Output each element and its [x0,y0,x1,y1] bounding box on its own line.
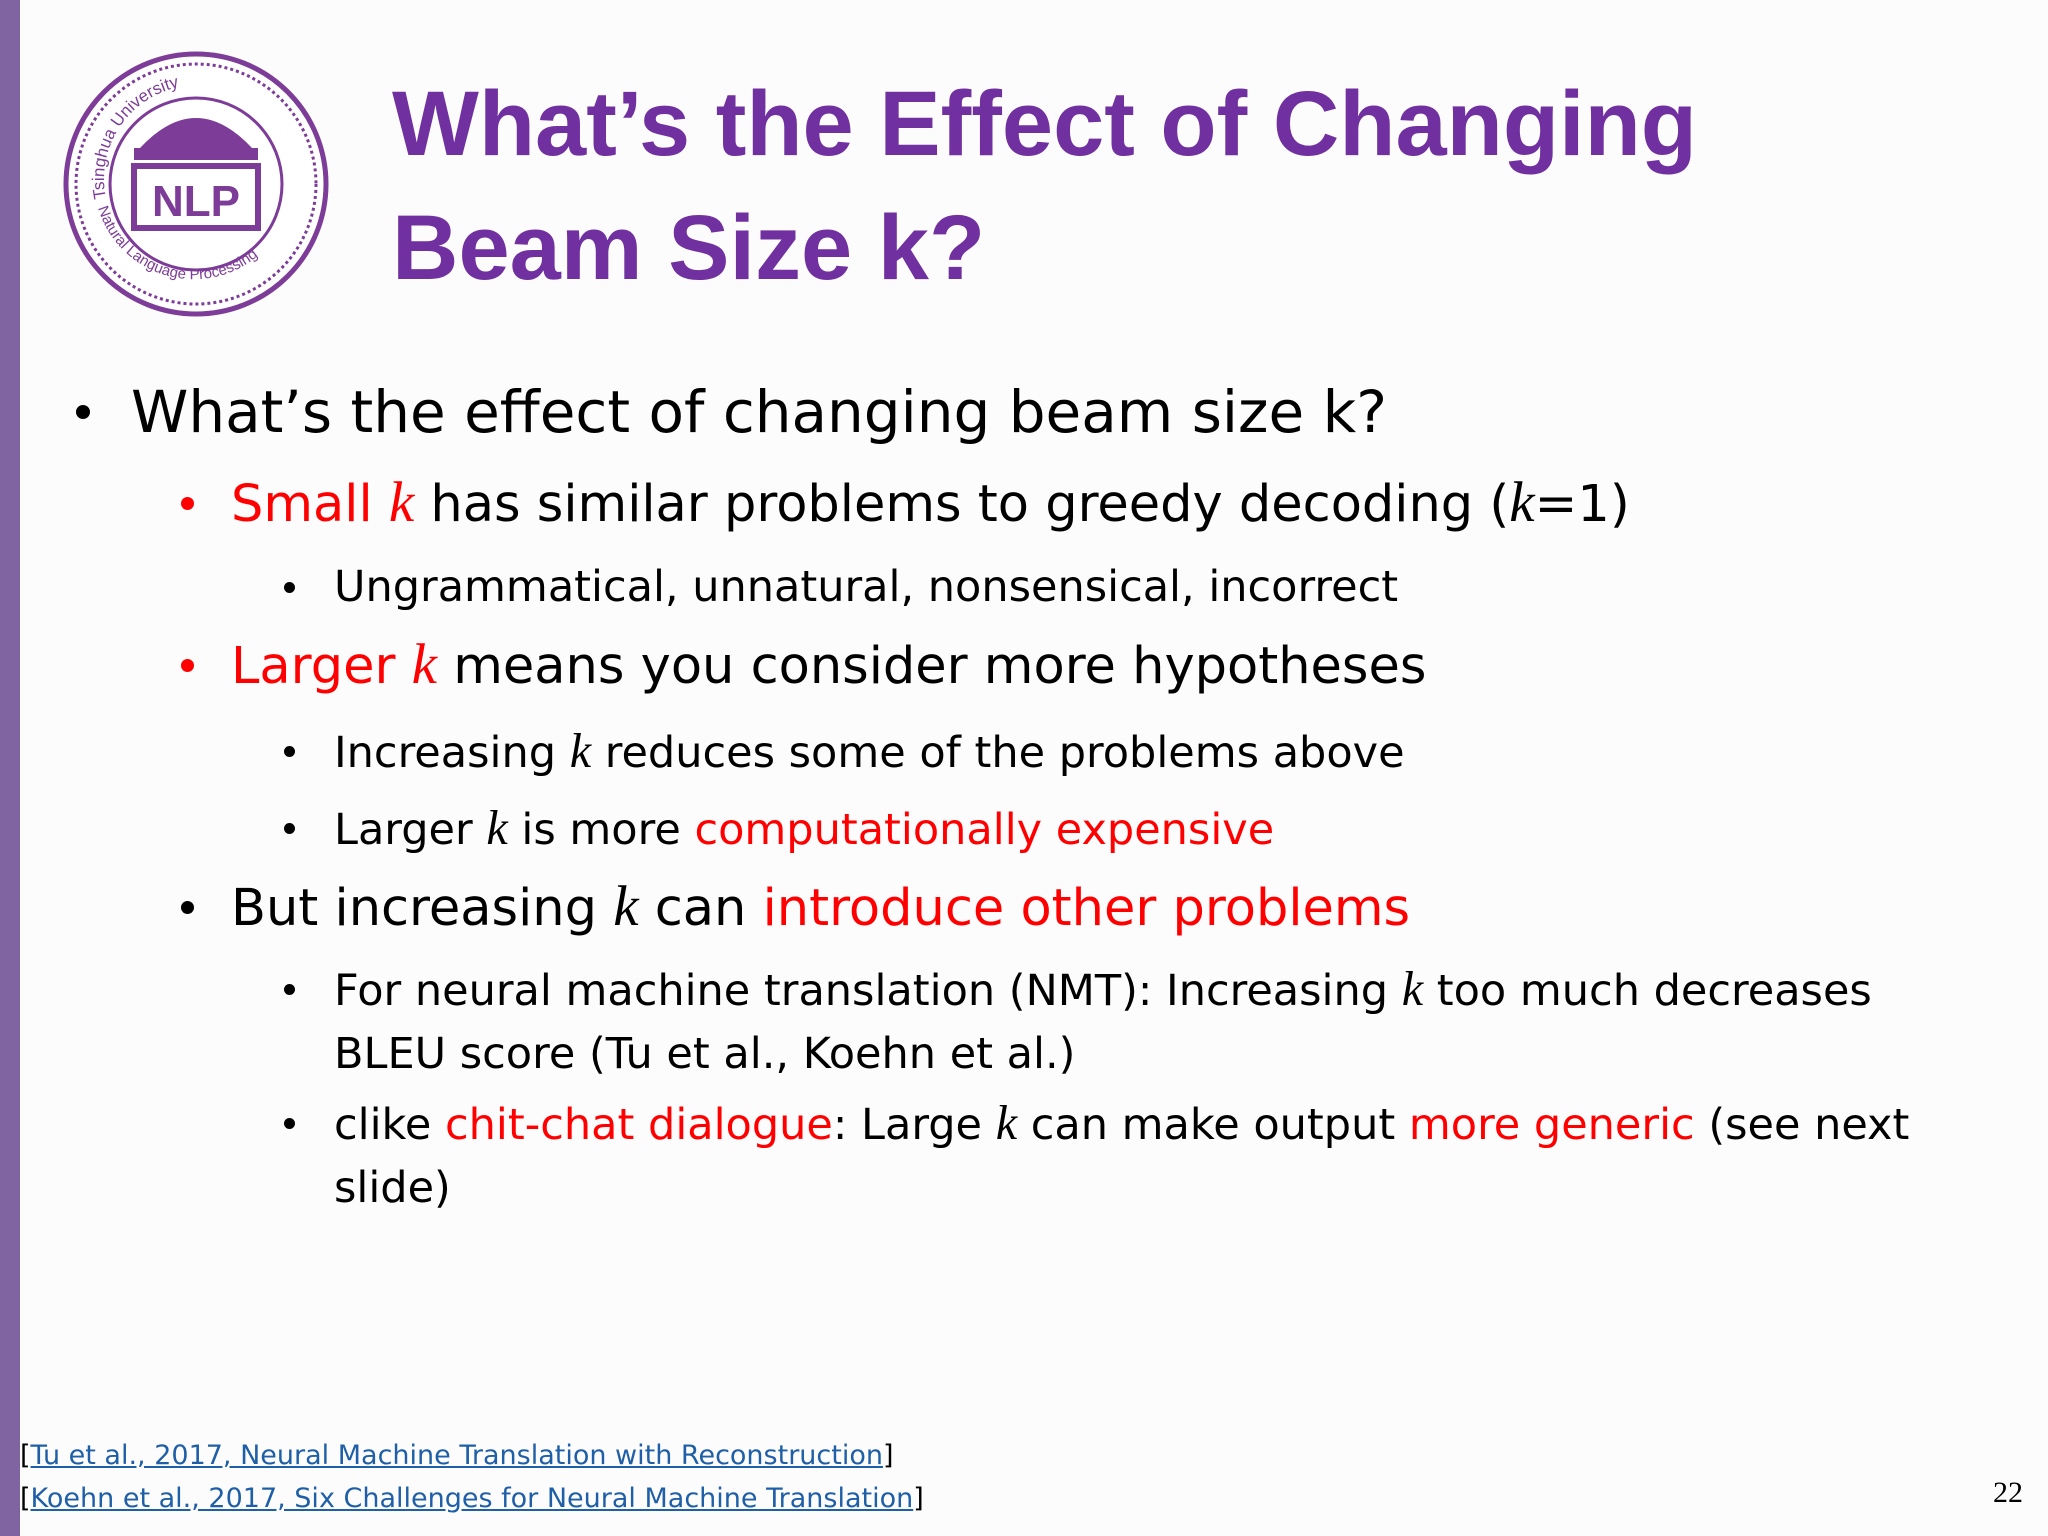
math-variable: k [569,725,592,778]
text-run: Ungrammatical, unnatural, nonsensical, i… [334,562,1399,612]
text-run: is more [507,805,695,855]
text-run: Increasing [334,728,570,778]
text-run: For neural machine translation (NMT): In… [334,966,1402,1016]
text-run: But increasing [231,879,614,938]
side-bar [0,0,20,1536]
math-variable: k [995,1097,1018,1150]
page-number: 22 [1993,1476,2023,1509]
text-run: can make output [1017,1100,1409,1150]
logo-ring [63,51,329,317]
logo-dome [140,118,252,148]
reference: [Tu et al., 2017, Neural Machine Transla… [20,1440,894,1471]
bullet-text: Small k has similar problems to greedy d… [231,474,1630,534]
text-run: clike [334,1100,446,1150]
text-run: has similar problems to greedy decoding … [414,475,1510,534]
math-variable: k [1401,963,1424,1016]
bullet-text: Larger k means you consider more hypothe… [231,636,1426,696]
logo: NLP Tsinghua University Natural Language… [63,51,329,317]
bullet [181,496,194,510]
text-run: means you consider more hypotheses [437,637,1427,696]
text-run: more generic [1408,1100,1695,1150]
logo-center-text: NLP [152,177,240,226]
logo-building [131,163,261,231]
text-run: : Large [832,1100,996,1150]
text-run: chit-chat dialogue [445,1100,833,1150]
text-run: Small [231,475,389,534]
bullet-text: What’s the effect of changing beam size … [131,380,1387,444]
bullet [181,900,194,914]
bullet [284,1118,295,1129]
math-variable: k [1509,471,1535,534]
bullet [76,405,90,419]
text-run: Larger [334,805,487,855]
bracket: [ [20,1483,31,1514]
bracket: ] [913,1483,924,1514]
bullet-text: For neural machine translation (NMT): In… [334,958,1934,1086]
bullet-text: Larger k is more computationally expensi… [334,797,1934,862]
title: What’s the Effect of Changing Beam Size … [392,73,1697,299]
bullet-text: Increasing k reduces some of the problem… [334,720,1934,785]
bullet [284,746,295,757]
bullet [284,823,295,834]
text-run: (see next slide) [334,1100,1924,1213]
bullet-text: clike chit-chat dialogue: Large k can ma… [334,1092,1934,1220]
logo-building [134,148,258,160]
bracket: [ [20,1440,31,1471]
math-variable: k [486,802,508,855]
text-run: Larger [231,637,412,696]
reference-link[interactable]: Tu et al., 2017, Neural Machine Translat… [30,1440,883,1471]
logo-ring [108,96,284,272]
logo-ring [74,62,318,306]
bullet [284,984,295,995]
text-run: reduces some of the problems above [591,728,1405,778]
text-run: What’s the effect of changing beam size … [131,378,1387,446]
bullet-text: But increasing k can introduce other pro… [231,878,1410,938]
text-run: introduce other problems [762,879,1411,938]
bullet [181,658,194,672]
bullet-text: Ungrammatical, unnatural, nonsensical, i… [334,556,1934,619]
text-run: =1) [1534,475,1630,534]
text-run: too much decreases BLEU score (Tu et al.… [334,966,1886,1079]
reference-link[interactable]: Koehn et al., 2017, Six Challenges for N… [30,1483,914,1514]
reference: [Koehn et al., 2017, Six Challenges for … [20,1483,924,1514]
bracket: ] [882,1440,894,1471]
text-run: computationally expensive [694,805,1275,855]
text-run: can [638,879,763,938]
math-variable: k [613,875,639,938]
math-variable: k [411,633,438,696]
math-variable: k [388,471,415,534]
bullet [284,582,295,593]
